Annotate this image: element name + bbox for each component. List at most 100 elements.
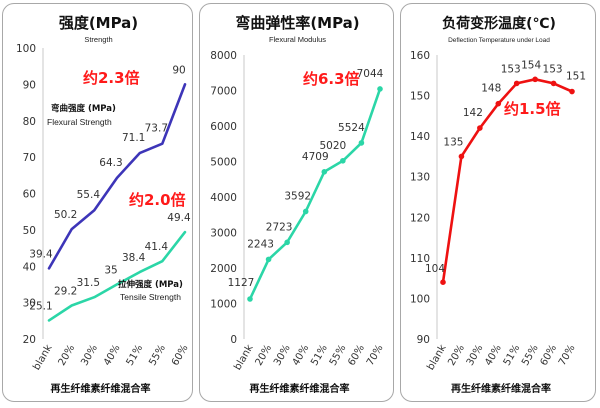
y-tick-label: 130 [410,172,430,184]
y-tick-label: 5000 [210,157,237,169]
data-label: 2723 [266,221,293,233]
x-tick-label: 40% [483,343,504,368]
y-tick-label: 150 [410,91,430,103]
data-point [377,86,383,92]
x-tick-label: 70% [365,343,386,368]
data-label: 25.1 [29,300,52,312]
y-tick-label: 140 [410,131,430,143]
data-label: 153 [543,63,563,75]
ratio-annotation: 约2.3倍 [83,69,140,87]
series-name-label: 弯曲强度 (MPa) [51,103,116,114]
y-tick-label: 0 [230,334,237,346]
data-label: 41.4 [145,241,169,253]
data-label: 104 [425,263,445,275]
x-tick-label: 20% [254,343,275,368]
data-label: 38.4 [122,252,146,264]
ratio-annotation: 约2.0倍 [129,191,186,209]
y-tick-label: 8000 [210,50,237,62]
data-point [340,157,346,164]
y-tick-label: 1000 [210,299,237,311]
series-name-en-label: Flexural Strength [47,117,112,127]
x-tick-label: 51% [125,343,146,368]
x-tick-label: 60% [539,343,560,368]
data-point [513,80,520,87]
y-tick-label: 120 [410,212,430,224]
chart-subtitle: Deflection Temperature under Load [448,37,550,44]
chart-flexural-modulus: 弯曲弹性率(MPa) Flexural Modulus 0 1000 2000 3000 4… [210,14,386,395]
x-axis-title: 再生纤维素纤维混合率 [250,382,350,395]
x-tick-label: 70% [557,343,578,368]
y-tick-label: 80 [23,116,36,128]
data-label: 29.2 [54,286,77,298]
chart-title: 强度(MPa) [59,14,138,32]
data-point [458,153,465,160]
data-label: 135 [443,136,463,148]
x-tick-label: 60% [170,343,191,368]
data-point [569,88,575,95]
data-point [321,169,328,175]
data-point [247,296,253,302]
data-point [265,256,272,263]
y-tick-label: 160 [410,50,430,62]
data-label: 1127 [228,277,255,289]
data-label: 7044 [357,68,384,80]
chart-panel-strength: 强度(MPa) Strength 20 30 40 50 60 70 80 90 100 blank 2… [2,3,193,402]
ratio-annotation: 约6.3倍 [303,70,360,88]
chart-panel-flexural-modulus: 弯曲弹性率(MPa) Flexural Modulus 0 1000 2000 3000 4… [199,3,394,402]
y-tick-label: 90 [417,334,430,346]
data-point [550,80,557,87]
y-tick-label: 4000 [210,192,237,204]
x-tick-label: blank [425,343,448,372]
y-tick-label: 100 [16,43,36,55]
y-tick-label: 3000 [210,228,237,240]
x-tick-label: 20% [446,343,467,368]
data-label: 64.3 [99,157,122,169]
y-tick-label: 50 [23,225,36,237]
data-label: 55.4 [77,189,101,201]
data-label: 153 [501,63,521,75]
x-tick-label: 55% [520,343,541,368]
x-tick-label: 20% [57,343,78,368]
y-tick-label: 90 [23,79,36,91]
data-label: 49.4 [167,212,191,224]
x-tick-label: 40% [291,343,312,368]
x-tick-label: 30% [465,343,486,368]
data-point [358,140,365,146]
chart-subtitle: Flexural Modulus [269,35,326,44]
x-tick-label: blank [31,343,54,372]
data-point [284,239,290,246]
data-label: 50.2 [54,209,77,221]
data-point [532,76,538,83]
data-label: 35 [104,264,117,276]
ratio-annotation: 约1.5倍 [504,100,561,118]
x-tick-label: 55% [328,343,349,368]
chart-deflection-temperature: 负荷变形温度(℃) Deflection Temperature under Lo… [410,15,586,395]
data-label: 73.7 [145,123,168,135]
y-tick-label: 6000 [210,121,237,133]
data-label: 4709 [302,151,329,163]
chart-title: 负荷变形温度(℃) [442,15,556,32]
series-line [441,78,574,284]
x-tick-label: blank [232,343,255,372]
y-tick-label: 110 [410,253,430,265]
series-name-en-label: Tensile Strength [120,292,181,302]
data-point [302,208,309,215]
data-label: 142 [463,107,483,119]
chart-subtitle: Strength [84,35,112,44]
y-tick-label: 100 [410,293,430,305]
data-label: 151 [566,71,586,83]
y-tick-label: 2000 [210,263,237,275]
series-line [248,87,382,301]
series-name-label: 拉伸强度 (MPa) [118,279,183,290]
x-tick-label: 60% [346,343,367,368]
y-tick-label: 7000 [210,86,237,98]
x-tick-label: 40% [102,343,123,368]
data-label: 5020 [319,140,346,152]
chart-title: 弯曲弹性率(MPa) [235,14,359,32]
x-tick-label: 30% [79,343,100,368]
data-point [440,279,446,286]
data-label: 2243 [247,238,274,250]
y-tick-label: 70 [23,152,36,164]
data-label: 39.4 [29,248,53,260]
x-tick-label: 30% [272,343,293,368]
